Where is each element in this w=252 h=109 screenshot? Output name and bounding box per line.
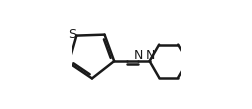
Text: N: N	[145, 49, 155, 62]
Text: S: S	[69, 28, 77, 41]
Text: N: N	[134, 49, 143, 62]
